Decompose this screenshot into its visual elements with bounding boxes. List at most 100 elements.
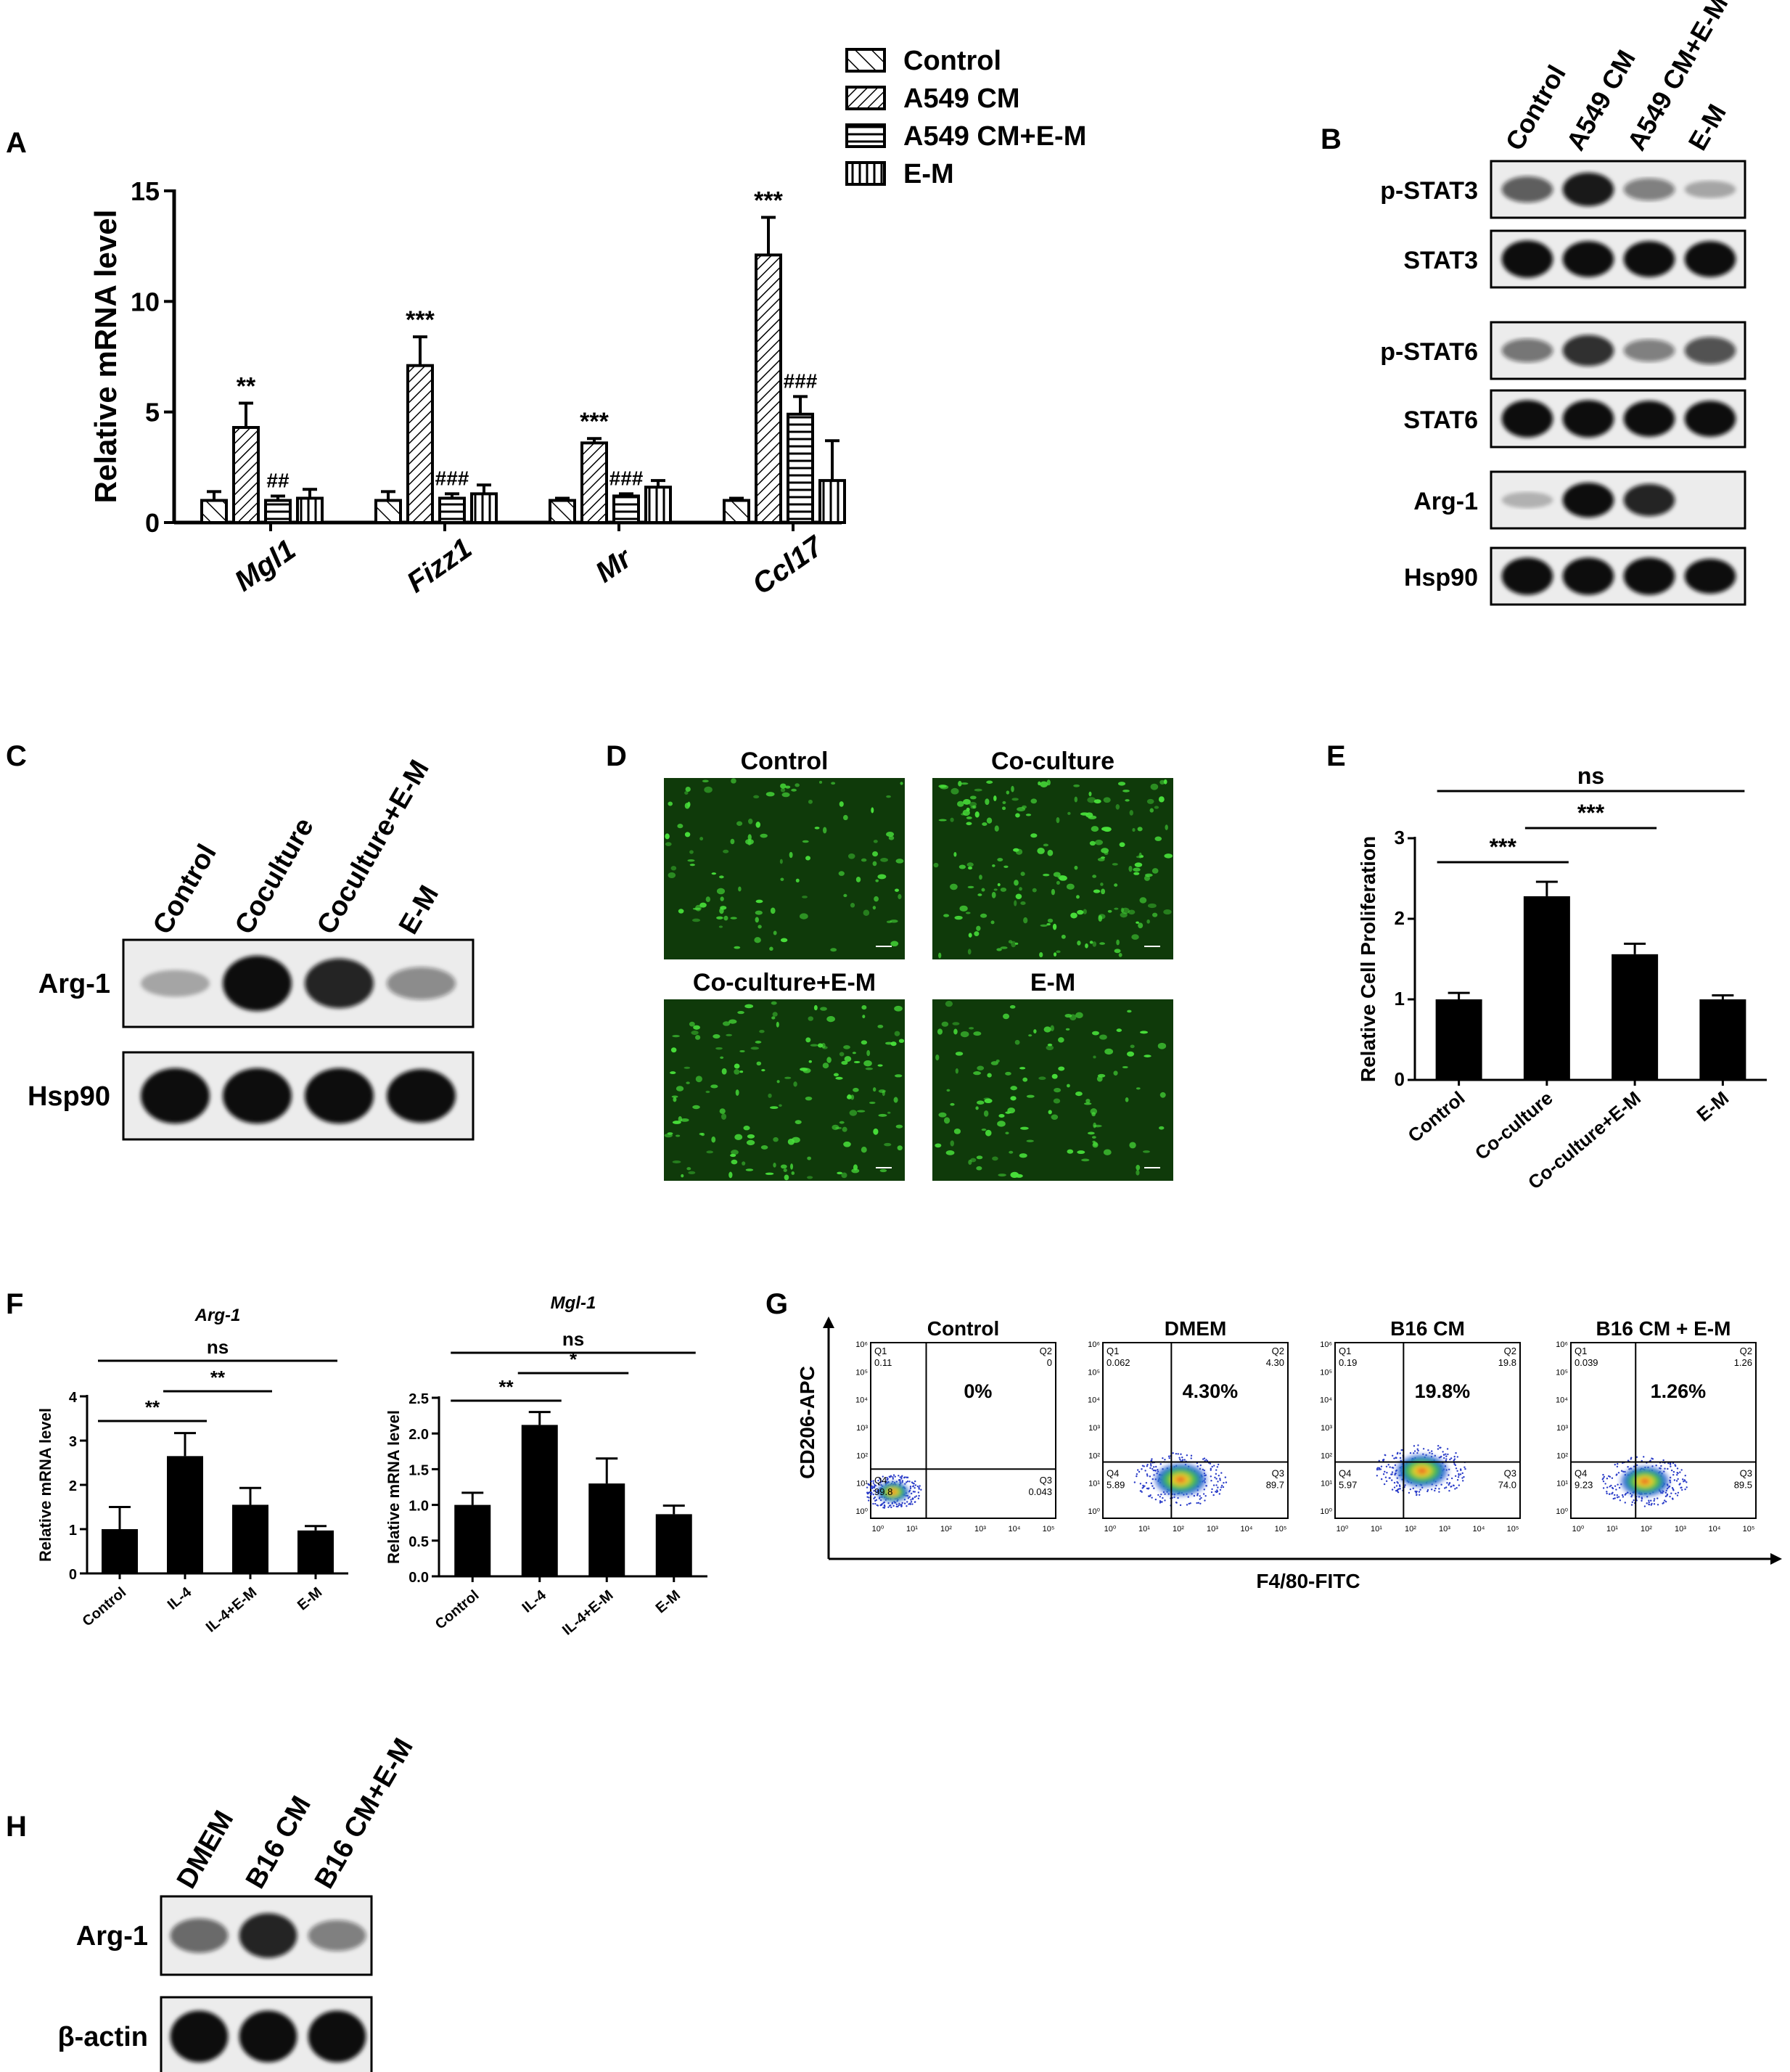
event-dot [1146,1473,1149,1475]
cell [1051,888,1056,896]
q2-percent: 0% [964,1380,992,1402]
event-dot [1138,1470,1141,1473]
event-dot [1216,1490,1219,1493]
cell [872,861,877,867]
cell [950,1140,954,1147]
cell [1136,856,1141,859]
event-dot [1643,1456,1645,1458]
cell [1116,939,1120,946]
event-dot [1211,1488,1213,1491]
y-tick-label: 2 [69,1478,77,1494]
y-tick-label: 10¹ [1321,1480,1332,1489]
cell [1138,922,1144,929]
event-dot [1617,1496,1620,1498]
event-dot [1141,1465,1144,1467]
event-dot [882,1475,884,1478]
event-dot [1662,1459,1664,1462]
event-dot [910,1499,912,1501]
cell [1065,1028,1070,1031]
bar [406,364,434,525]
event-dot [879,1481,882,1484]
event-dot [1445,1455,1448,1457]
cell [1077,1150,1085,1155]
event-dot [1676,1467,1679,1470]
event-dot [898,1504,900,1507]
cell [1058,1037,1064,1043]
event-dot [1202,1493,1205,1495]
cell [873,1128,879,1135]
cell [795,783,800,787]
cell [877,874,887,880]
cell [933,862,939,868]
event-dot [1162,1496,1164,1499]
y-tick-label: 10⁴ [855,1396,868,1405]
event-dot [1624,1502,1627,1504]
cell [668,872,676,879]
event-dot [1671,1487,1674,1489]
cell [843,1045,850,1049]
event-dot [1617,1472,1620,1474]
event-dot [1224,1476,1227,1478]
cell [975,1106,979,1110]
comparison-label: ** [210,1367,226,1388]
cell [814,827,820,830]
cell [1139,1031,1149,1034]
q4-name: Q4 [1339,1468,1351,1479]
cell [755,899,763,904]
cell [678,909,684,914]
event-dot [1152,1469,1155,1472]
x-tick-label: Mgl1 [229,533,302,597]
event-dot [1446,1448,1449,1450]
event-dot [1379,1468,1382,1470]
event-dot [874,1496,876,1499]
event-dot [1459,1468,1462,1470]
cell [1129,810,1133,816]
cell [1158,796,1165,803]
event-dot [1461,1477,1463,1479]
cell [874,896,879,902]
cell [882,1090,885,1097]
y-tick-label: 10⁶ [1088,1340,1100,1349]
event-dot [1204,1495,1207,1497]
event-dot [1146,1475,1149,1477]
cell [780,1164,787,1169]
event-dot [1445,1453,1447,1455]
cell [1046,922,1051,926]
y-tick-label: 10² [856,1451,868,1460]
event-dot [1648,1501,1650,1504]
event-dot [1213,1465,1215,1467]
event-dot [1387,1464,1389,1466]
cell [1038,781,1041,786]
event-dot [872,1482,875,1484]
event-dot [901,1480,904,1482]
cell [1092,1031,1099,1036]
event-dot [1670,1469,1673,1472]
cell [1119,842,1125,848]
cell [1050,1025,1054,1031]
event-dot [1384,1470,1386,1473]
cell [1046,1045,1054,1051]
event-dot [1655,1465,1657,1467]
cell [1032,888,1037,893]
g-y-arrowhead [823,1317,834,1328]
event-dot [1445,1486,1448,1489]
event-dot [914,1491,916,1493]
q2-value: 1.26 [1734,1357,1752,1368]
event-dot [1653,1498,1656,1500]
cell [1026,1094,1035,1098]
cell [880,858,889,862]
q1-name: Q1 [1575,1346,1587,1356]
cell [723,849,729,853]
cell [1087,1131,1095,1135]
cell [810,1044,818,1047]
event-dot [1200,1496,1202,1499]
event-dot [1392,1454,1394,1457]
event-dot [1446,1482,1448,1484]
event-dot [1416,1494,1418,1496]
event-dot [1461,1472,1463,1475]
x-tick-label: 10⁵ [1507,1525,1519,1533]
panel-label-f: F [6,1288,23,1320]
cell [1122,789,1130,793]
cell [728,1019,737,1024]
event-dot [1378,1468,1380,1471]
